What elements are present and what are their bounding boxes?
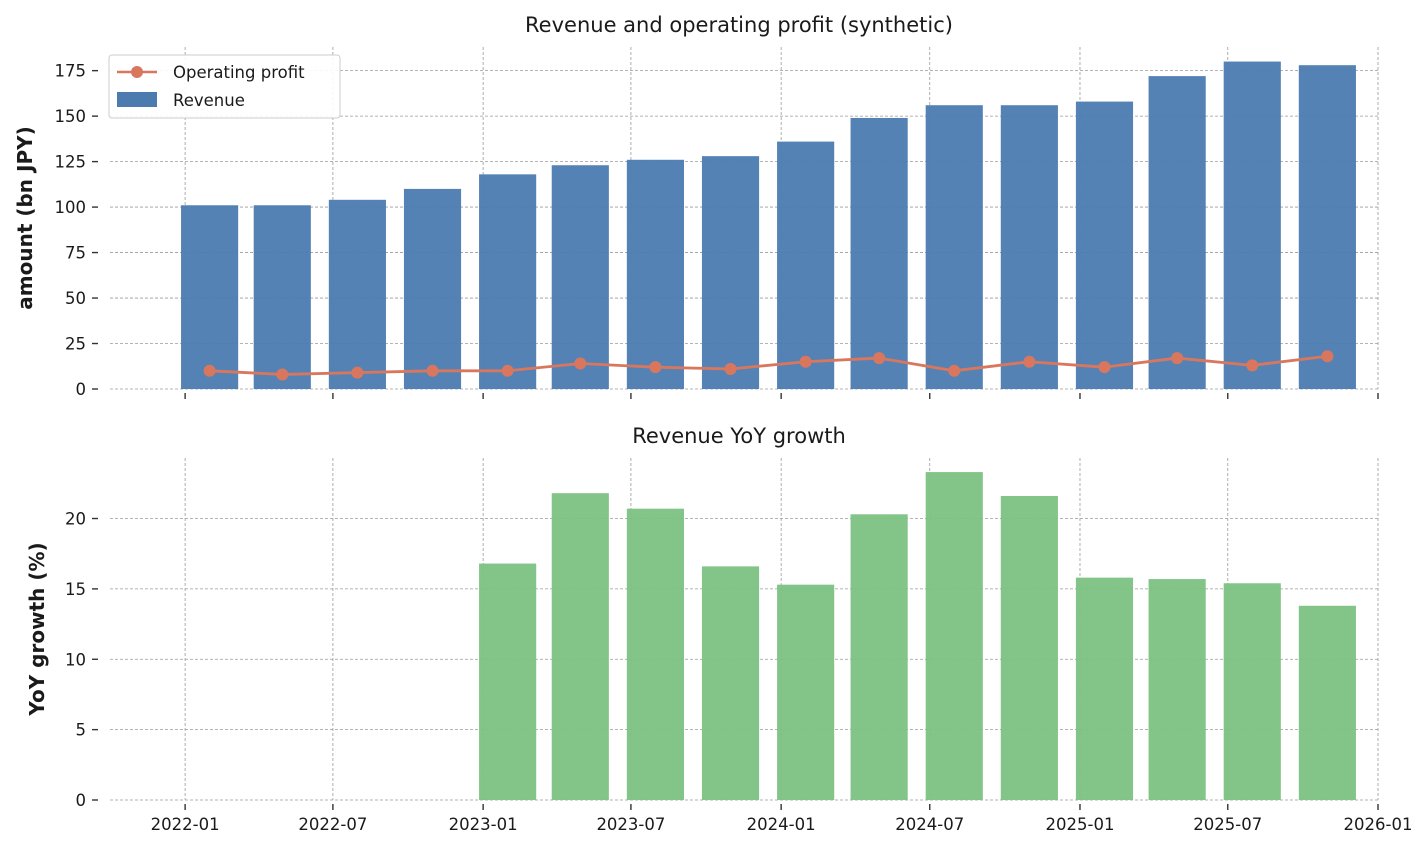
point-operating-profit — [351, 366, 364, 379]
y-axis-label-top: amount (bn JPY) — [13, 126, 37, 309]
bar-revenue — [1148, 76, 1206, 389]
bar-revenue — [626, 159, 684, 389]
x-tick-label: 2024-07 — [895, 815, 964, 834]
panel-yoy-growth: Revenue YoY growth YoY growth (%) 0 5 10 15… — [25, 424, 1412, 834]
bar-revenue — [479, 174, 537, 389]
y-axis-label-bottom: YoY growth (%) — [25, 542, 49, 716]
legend-box — [108, 54, 341, 119]
chart-title-bottom: Revenue YoY growth — [632, 424, 846, 448]
bar-yoy-growth — [777, 584, 835, 800]
y-tick-label: 25 — [65, 335, 86, 354]
y-tick-label: 175 — [55, 62, 87, 81]
bar-revenue — [253, 205, 311, 389]
point-operating-profit — [649, 361, 662, 374]
x-tick-label: 2025-07 — [1193, 815, 1262, 834]
y-tick-label: 0 — [76, 791, 87, 810]
legend-label-operating-profit: Operating profit — [173, 63, 305, 82]
point-operating-profit — [948, 364, 961, 377]
point-operating-profit — [873, 352, 886, 365]
y-tick-label: 75 — [65, 244, 86, 263]
bar-yoy-growth — [479, 563, 537, 800]
bar-yoy-growth — [850, 514, 908, 800]
x-tick-label: 2022-01 — [151, 815, 220, 834]
bar-revenue — [850, 117, 908, 389]
y-tick-label: 15 — [65, 580, 86, 599]
point-operating-profit — [1098, 361, 1111, 374]
point-operating-profit — [1246, 359, 1259, 372]
legend-marker-operating-profit-dot — [131, 66, 143, 78]
bar-revenue — [1223, 61, 1281, 389]
y-tick-label: 125 — [55, 153, 87, 172]
bar-yoy-growth — [701, 566, 760, 800]
point-operating-profit — [574, 357, 587, 370]
bar-revenue — [181, 205, 239, 389]
bar-revenue — [1000, 105, 1058, 389]
y-tick-label: 150 — [55, 107, 87, 126]
bar-revenue — [551, 165, 609, 389]
y-tick-label: 5 — [76, 721, 87, 740]
point-operating-profit — [799, 355, 812, 368]
panel-revenue-profit: Revenue and operating profit (synthetic)… — [13, 13, 1379, 399]
point-operating-profit — [426, 364, 439, 377]
bar-yoy-growth — [1298, 605, 1356, 800]
legend: Operating profit Revenue — [108, 54, 341, 119]
line-operating-profit — [209, 354, 1328, 376]
bar-yoy-growth — [1000, 496, 1058, 800]
x-tick-label: 2024-01 — [747, 815, 816, 834]
bar-revenue — [701, 156, 760, 389]
legend-marker-revenue — [117, 92, 157, 107]
point-operating-profit — [203, 364, 216, 377]
y-tick-label: 0 — [76, 380, 87, 399]
point-operating-profit — [1321, 350, 1334, 363]
y-tick-label: 100 — [55, 198, 87, 217]
point-operating-profit — [724, 362, 737, 375]
y-tick-label: 10 — [65, 650, 86, 669]
bar-revenue — [403, 188, 462, 389]
bar-yoy-growth — [1223, 583, 1281, 800]
x-tick-label: 2023-01 — [449, 815, 518, 834]
x-tick-label: 2022-07 — [298, 815, 367, 834]
point-operating-profit — [1171, 352, 1184, 365]
bar-revenue — [777, 141, 835, 389]
bar-revenue — [1298, 65, 1356, 389]
point-operating-profit — [501, 364, 514, 377]
bar-yoy-growth — [925, 472, 983, 800]
bar-revenue — [1075, 101, 1134, 390]
bar-yoy-growth — [626, 508, 684, 800]
y-tick-label: 50 — [65, 289, 86, 308]
chart-title-top: Revenue and operating profit (synthetic) — [525, 13, 953, 37]
point-operating-profit — [276, 368, 289, 381]
point-operating-profit — [1023, 355, 1036, 368]
legend-label-revenue: Revenue — [173, 91, 245, 110]
bar-yoy-growth — [1148, 579, 1206, 800]
bar-revenue — [925, 105, 983, 389]
x-tick-label: 2023-07 — [596, 815, 665, 834]
bar-yoy-growth — [1075, 577, 1134, 800]
y-tick-label: 20 — [65, 510, 86, 529]
bar-yoy-growth — [551, 493, 609, 800]
x-tick-label: 2026-01 — [1344, 815, 1413, 834]
bar-revenue — [328, 199, 386, 389]
x-tick-label: 2025-01 — [1046, 815, 1115, 834]
